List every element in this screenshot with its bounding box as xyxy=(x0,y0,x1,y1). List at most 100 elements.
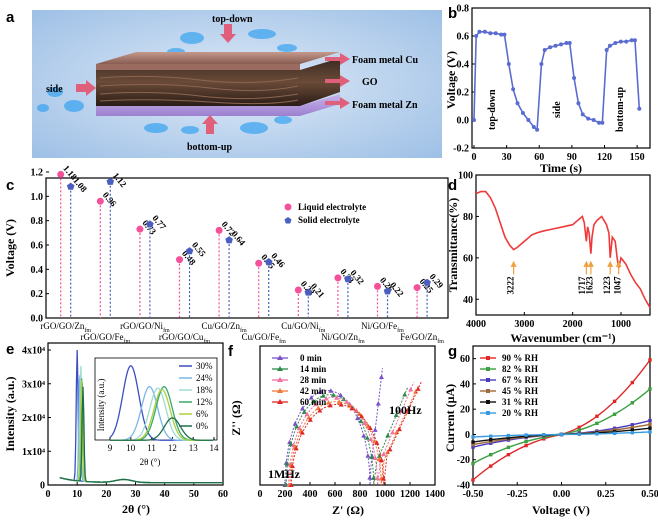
x-tick-label: 0.00 xyxy=(553,489,571,500)
y-tick-label: 0.6 xyxy=(31,241,44,252)
x-tick-label: 1200 xyxy=(400,489,420,500)
nyquist-point xyxy=(369,454,375,460)
inset-x-tick-label: 9 xyxy=(108,443,113,453)
nyquist-point xyxy=(368,436,374,442)
panel-f-ylabel: Z'' (Ω) xyxy=(229,400,243,435)
x-tick-label: 120 xyxy=(597,152,612,163)
nyquist-point xyxy=(361,433,367,438)
legend-label: 0% xyxy=(196,421,209,431)
nyquist-point xyxy=(320,393,326,398)
nyquist-point xyxy=(406,406,412,412)
x-tick-label: 400 xyxy=(303,489,318,500)
x-tick-label: 3000 xyxy=(514,319,534,330)
voltage-point xyxy=(624,39,629,44)
category-label-subscript: fm xyxy=(397,327,404,334)
direction-arrows xyxy=(76,24,350,134)
y-tick-label: 0.2 xyxy=(31,289,44,300)
nyquist-point xyxy=(323,396,329,401)
water-droplets xyxy=(37,29,297,134)
panel-e-series xyxy=(59,349,224,484)
legend-label: 24% xyxy=(196,373,213,383)
side-arrow xyxy=(76,80,96,96)
annot-100hz: 100Hz xyxy=(389,403,422,417)
y-tick-label: 0.4 xyxy=(31,265,44,276)
voltage-point xyxy=(618,39,623,44)
iv-point xyxy=(595,421,599,426)
y-tick-label: 0.0 xyxy=(31,314,44,325)
peak-label: 1223 xyxy=(602,276,612,295)
iv-point xyxy=(595,432,599,436)
legend-label: 42 min xyxy=(300,386,326,396)
nyquist-point xyxy=(313,401,319,407)
voltage-point xyxy=(564,41,569,45)
nyquist-point xyxy=(399,408,405,413)
category-label-main: rGO/GO/Fe xyxy=(80,332,123,342)
nyquist-point xyxy=(375,400,381,406)
iv-point xyxy=(489,434,493,438)
peak-marker-arrow xyxy=(510,260,517,267)
panel-c-category-labels: rGO/GO/ZnfmrGO/GO/FefmrGO/GO/NifmrGO/GO/… xyxy=(40,321,444,345)
iv-point xyxy=(612,412,617,416)
solid-point xyxy=(185,247,194,255)
nyquist-point xyxy=(317,408,323,413)
liquid-point xyxy=(215,226,223,234)
iv-point xyxy=(489,452,493,457)
voltage-point xyxy=(629,38,634,43)
liquid-point xyxy=(294,286,302,294)
x-tick-label: 0 xyxy=(472,152,477,163)
x-tick-label: 30 xyxy=(502,152,512,163)
solid-point xyxy=(344,275,352,283)
legend-label-liquid: Liquid electrolyte xyxy=(298,202,366,212)
droplet xyxy=(144,123,168,133)
voltage-point xyxy=(482,29,487,34)
label-foam-cu: Foam metal Cu xyxy=(352,55,419,66)
droplet xyxy=(277,44,297,52)
nyquist-point xyxy=(355,415,361,421)
layered-device xyxy=(96,52,340,116)
foam-cu-layer-front xyxy=(96,64,300,70)
peak-label: 3222 xyxy=(506,276,516,295)
liquid-point xyxy=(334,274,342,282)
nyquist-point xyxy=(308,395,314,400)
nyquist-point xyxy=(378,374,384,380)
x-tick-label: 1000 xyxy=(375,489,395,500)
iv-point xyxy=(524,443,528,448)
peak-label: 1717 xyxy=(577,276,587,295)
category-label-main: rGO/GO/Zn xyxy=(40,321,84,331)
panel-f-series xyxy=(282,368,422,487)
nyquist-point xyxy=(365,453,371,458)
voltage-point xyxy=(474,34,479,38)
iv-point xyxy=(648,430,652,434)
iv-point xyxy=(489,438,493,442)
annot-1mhz: 1MHz xyxy=(268,467,301,481)
peak-label: 1623 xyxy=(584,276,594,295)
nyquist-point xyxy=(338,402,344,407)
iv-point xyxy=(559,432,564,437)
x-tick-label: 200 xyxy=(278,489,293,500)
nyquist-point xyxy=(372,427,378,432)
legend-marker xyxy=(486,411,490,415)
iv-point xyxy=(524,433,528,437)
liquid-point xyxy=(255,259,263,267)
y-tick-label: 1.0 xyxy=(31,192,44,203)
label-go: GO xyxy=(362,77,378,88)
category-label-main: Cu/GO/Ni xyxy=(281,321,319,331)
x-tick-label: 40 xyxy=(160,489,170,500)
x-tick-label: 1400 xyxy=(425,489,445,500)
category-label-subscript: fm xyxy=(240,327,247,334)
legend-marker xyxy=(277,377,283,382)
annot-top-down: top-down xyxy=(487,89,498,130)
panel-c-letter: c xyxy=(6,177,14,194)
panel-d-series xyxy=(475,190,651,308)
voltage-point xyxy=(580,112,585,117)
iv-point xyxy=(506,452,511,457)
legend-marker-liquid xyxy=(284,203,292,211)
voltage-point xyxy=(531,125,536,129)
legend-marker xyxy=(486,356,490,360)
category-label-subscript: fm xyxy=(279,338,286,345)
x-tick-label: -0.25 xyxy=(507,489,528,500)
iv-point xyxy=(648,418,652,423)
label-bottom-up: bottom-up xyxy=(187,142,232,153)
category-label-subscript: fm xyxy=(203,338,210,345)
